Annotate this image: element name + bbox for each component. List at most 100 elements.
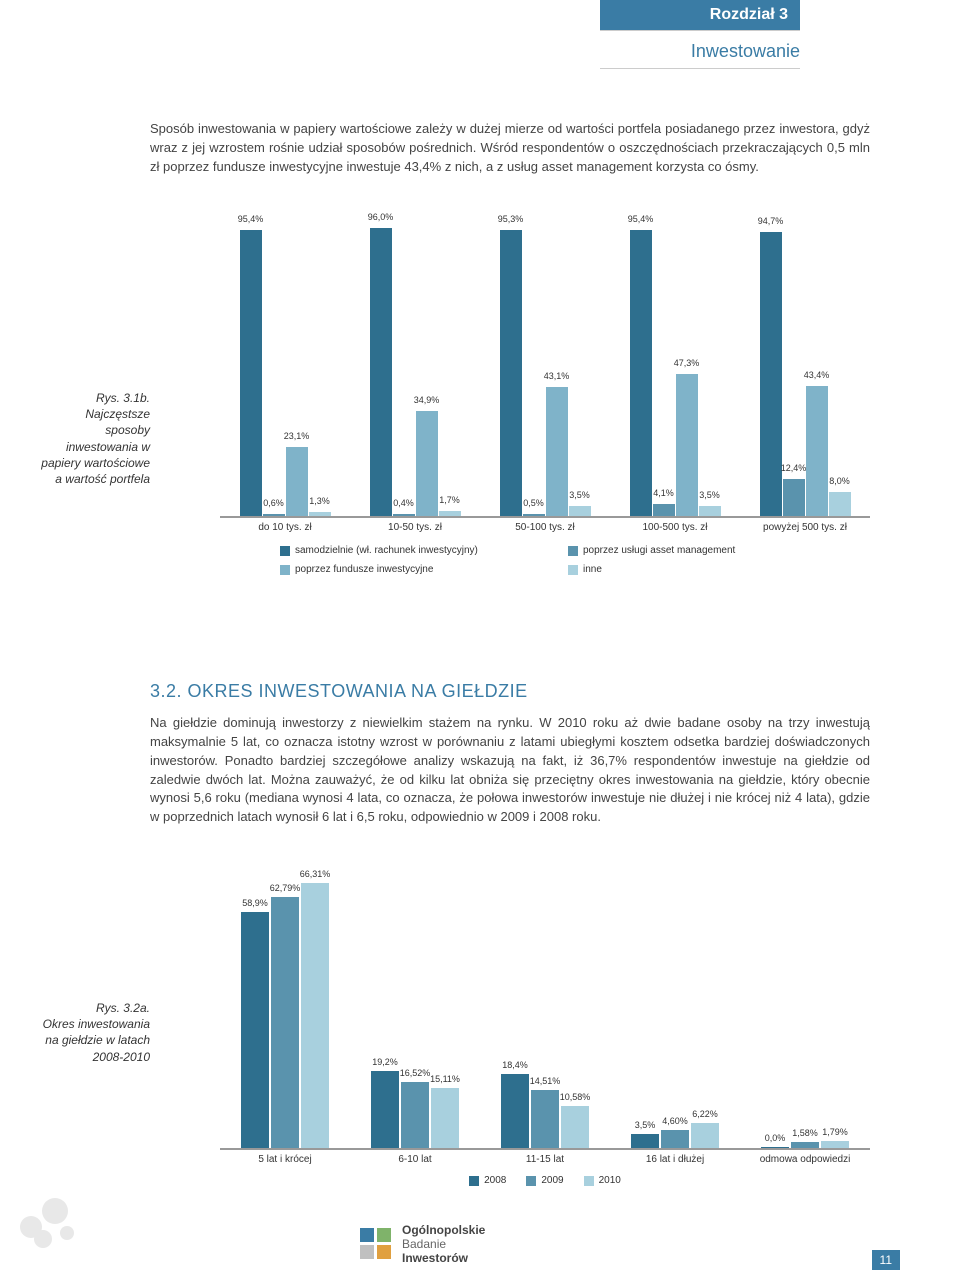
chart1-xlabel: 100-500 tys. zł <box>610 522 740 533</box>
chart1-bar: 95,4% <box>240 230 262 516</box>
legend-label: 2009 <box>541 1175 563 1186</box>
chart1-bar-label: 43,4% <box>804 370 830 380</box>
chart1-bar-label: 3,5% <box>569 490 590 500</box>
chart2-bar: 4,60% <box>661 1130 689 1148</box>
chart1-legend-item: inne <box>568 564 828 575</box>
chart1-bar: 23,1% <box>286 447 308 516</box>
section-heading: 3.2. OKRES INWESTOWANIA NA GIEŁDZIE <box>150 678 870 704</box>
chart1-bar: 12,4% <box>783 479 805 516</box>
chart2-group: 0,0%1,58%1,79% <box>750 1141 860 1148</box>
chart2-bar: 1,58% <box>791 1142 819 1148</box>
chart2-bar-label: 19,2% <box>372 1057 398 1067</box>
chart2-xlabel: 6-10 lat <box>350 1154 480 1165</box>
chart1-bar: 0,6% <box>263 514 285 516</box>
logo-line3: Inwestorów <box>402 1251 468 1265</box>
figure-ref-2: Rys. 3.2a. <box>96 1001 150 1015</box>
chart1-bar-label: 95,4% <box>238 214 264 224</box>
legend-swatch <box>280 565 290 575</box>
chart2-bar-label: 4,60% <box>662 1116 688 1126</box>
chart1-bar: 96,0% <box>370 228 392 516</box>
chart1-bar: 4,1% <box>653 504 675 516</box>
figure-caption-2: Rys. 3.2a. Okres inwestowania na giełdzi… <box>40 1000 150 1065</box>
chapter-title: Inwestowanie <box>600 31 800 69</box>
chart-investment-period: 58,9%62,79%66,31%19,2%16,52%15,11%18,4%1… <box>220 870 870 1210</box>
chart1-bar-label: 43,1% <box>544 371 570 381</box>
chart2-xlabel: 5 lat i krócej <box>220 1154 350 1165</box>
chart1-bar-label: 3,5% <box>699 490 720 500</box>
chart2-legend-item: 2009 <box>526 1175 563 1186</box>
chart2-bar-label: 62,79% <box>270 883 301 893</box>
logo-square <box>377 1228 391 1242</box>
footer-logo: Ogólnopolskie Badanie Inwestorów <box>360 1224 485 1265</box>
chart1-bar: 3,5% <box>569 506 591 517</box>
chart2-bar-label: 18,4% <box>502 1060 528 1070</box>
section-paragraph: Na giełdzie dominują inwestorzy z niewie… <box>150 714 870 827</box>
chart1-bar-label: 0,6% <box>263 498 284 508</box>
chapter-header: Rozdział 3 Inwestowanie <box>600 0 800 69</box>
chart1-bar-label: 0,4% <box>393 498 414 508</box>
chart1-bar: 0,4% <box>393 514 415 516</box>
chart1-bar-label: 1,7% <box>439 495 460 505</box>
logo-line1: Ogólnopolskie <box>402 1223 485 1237</box>
legend-swatch <box>526 1176 536 1186</box>
chart1-bar: 43,4% <box>806 386 828 516</box>
chart1-bar: 43,1% <box>546 387 568 516</box>
chart1-xlabel: powyżej 500 tys. zł <box>740 522 870 533</box>
page-number: 11 <box>872 1250 900 1270</box>
legend-label: samodzielnie (wł. rachunek inwestycyjny) <box>295 545 478 556</box>
chart1-group: 94,7%12,4%43,4%8,0% <box>750 232 860 516</box>
chart2-bar-label: 66,31% <box>300 869 331 879</box>
logo-square <box>360 1228 374 1242</box>
figure-ref-1: Rys. 3.1b. <box>96 391 150 405</box>
chart1-group: 95,3%0,5%43,1%3,5% <box>490 230 600 516</box>
chart1-bar-label: 23,1% <box>284 431 310 441</box>
chart1-bar: 95,3% <box>500 230 522 516</box>
legend-swatch <box>280 546 290 556</box>
logo-text: Ogólnopolskie Badanie Inwestorów <box>402 1224 485 1265</box>
chart1-bar-label: 95,3% <box>498 214 524 224</box>
chart1-group: 95,4%0,6%23,1%1,3% <box>230 230 340 516</box>
chart2-bar: 3,5% <box>631 1134 659 1148</box>
chart2-bar-label: 0,0% <box>765 1133 786 1143</box>
chart2-bar-label: 1,58% <box>792 1128 818 1138</box>
chart2-bar: 0,0% <box>761 1147 789 1148</box>
chart2-legend-item: 2010 <box>584 1175 621 1186</box>
chart2-group: 18,4%14,51%10,58% <box>490 1074 600 1148</box>
chart2-bar: 15,11% <box>431 1088 459 1148</box>
logo-square <box>377 1245 391 1259</box>
decoration-bubbles <box>20 1186 90 1256</box>
chart1-legend-item: poprzez usługi asset management <box>568 545 828 556</box>
chart1-bar-label: 34,9% <box>414 395 440 405</box>
legend-swatch <box>568 565 578 575</box>
chart1-bar: 34,9% <box>416 411 438 516</box>
chart2-xlabel: odmowa odpowiedzi <box>740 1154 870 1165</box>
chart1-legend-item: samodzielnie (wł. rachunek inwestycyjny) <box>280 545 540 556</box>
legend-label: inne <box>583 564 602 575</box>
logo-icon <box>360 1228 394 1262</box>
chart2-bar-label: 3,5% <box>635 1120 656 1130</box>
chart1-bar-label: 94,7% <box>758 216 784 226</box>
chart2-bar-label: 16,52% <box>400 1068 431 1078</box>
chart1-bar: 95,4% <box>630 230 652 516</box>
logo-line2: Badanie <box>402 1237 446 1251</box>
legend-label: poprzez usługi asset management <box>583 545 735 556</box>
legend-swatch <box>469 1176 479 1186</box>
chart2-bar: 6,22% <box>691 1123 719 1148</box>
chart1-xlabels: do 10 tys. zł10-50 tys. zł50-100 tys. zł… <box>220 522 870 533</box>
chart2-bar-label: 1,79% <box>822 1127 848 1137</box>
chart2-xlabels: 5 lat i krócej6-10 lat11-15 lat16 lat i … <box>220 1154 870 1165</box>
chart2-bar: 14,51% <box>531 1090 559 1148</box>
chart2-legend-item: 2008 <box>469 1175 506 1186</box>
chart2-bar: 19,2% <box>371 1071 399 1148</box>
chart2-bar-label: 6,22% <box>692 1109 718 1119</box>
chart1-bar-label: 8,0% <box>829 476 850 486</box>
chart2-bar-label: 58,9% <box>242 898 268 908</box>
chart1-bar: 47,3% <box>676 374 698 516</box>
chart2-legend: 2008 2009 2010 <box>220 1175 870 1186</box>
chart2-bar: 16,52% <box>401 1082 429 1148</box>
chart1-bar-label: 0,5% <box>523 498 544 508</box>
chart2-bar-label: 10,58% <box>560 1092 591 1102</box>
chart1-bar-label: 12,4% <box>781 463 807 473</box>
chart1-legend: samodzielnie (wł. rachunek inwestycyjny)… <box>220 545 870 575</box>
legend-label: 2008 <box>484 1175 506 1186</box>
